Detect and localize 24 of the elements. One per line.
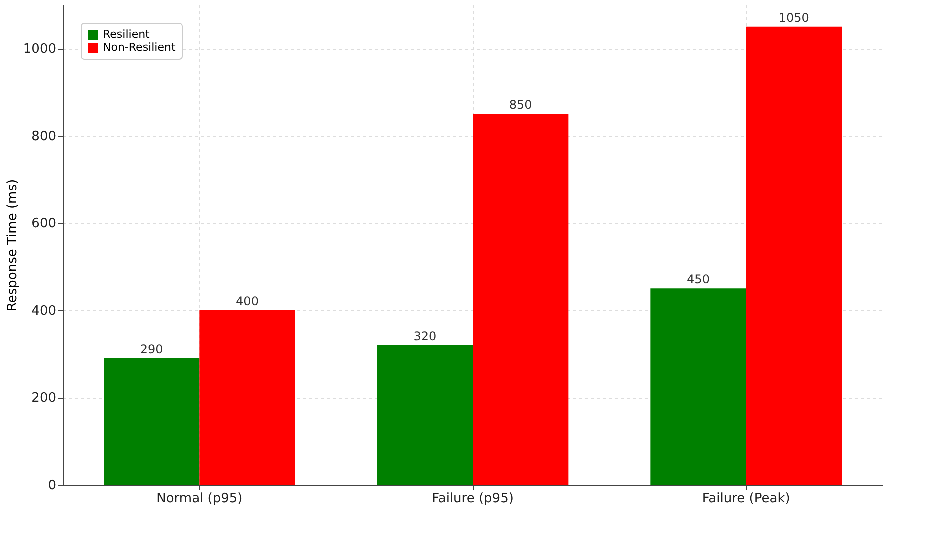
y-tick-label: 400: [32, 304, 56, 319]
data-label: 320: [414, 329, 437, 344]
bar: [377, 345, 473, 485]
x-tick-label: Failure (p95): [432, 492, 514, 506]
legend-label: Non-Resilient: [103, 41, 176, 54]
bar: [200, 310, 296, 485]
data-label: 850: [509, 98, 532, 112]
y-tick-label: 1000: [23, 42, 56, 58]
bar: [746, 26, 842, 485]
data-label: 1050: [778, 10, 810, 25]
x-tick-label: Failure (Peak): [702, 492, 790, 506]
bar: [650, 288, 746, 485]
data-label: 400: [236, 294, 259, 308]
bar: [473, 114, 569, 485]
x-tick-label: Normal (p95): [156, 492, 243, 506]
y-tick-label: 800: [32, 129, 56, 144]
data-label: 450: [687, 272, 710, 287]
y-axis-title: Response Time (ms): [5, 179, 20, 312]
y-tick-label: 200: [32, 391, 56, 406]
data-label: 290: [140, 342, 164, 356]
bar: [104, 358, 200, 485]
legend-label: Resilient: [103, 28, 151, 41]
y-tick-label: 600: [32, 216, 56, 232]
y-tick-label: 0: [48, 478, 56, 494]
